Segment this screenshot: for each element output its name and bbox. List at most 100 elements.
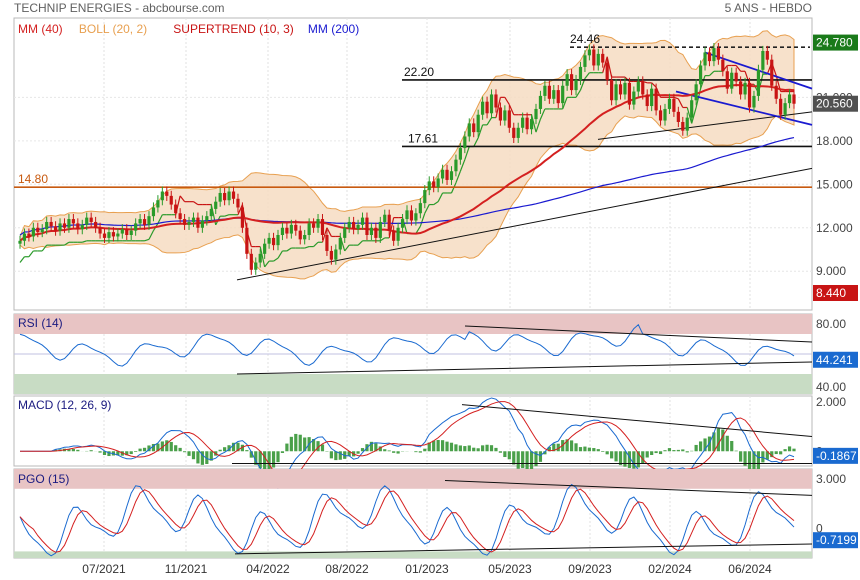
candle-body [561,85,565,104]
macd-histogram-bar [129,451,133,455]
rsi-overbought-zone [14,314,812,334]
macd-histogram-bar [276,451,280,463]
macd-histogram-bar [578,447,583,452]
candle-body [334,249,338,260]
candle-body [552,90,556,99]
candle-body [779,98,783,115]
macd-tick-label: 2.000 [816,395,846,409]
candle-body [27,233,31,237]
candle-body [423,190,427,204]
macd-histogram-bar [489,445,494,452]
candle-body [18,240,22,244]
supertrend-segment [602,56,608,73]
macd-histogram-bar [116,451,120,456]
candle-body [174,204,178,214]
candle-body [436,178,440,188]
candle-body [89,217,93,222]
macd-histogram-bar [676,449,680,452]
candle-body [169,195,173,205]
supertrend-segment [700,75,706,89]
macd-histogram-bar [743,451,747,466]
candle-body [783,103,787,115]
macd-histogram-bar [134,451,138,452]
candle-body [521,117,525,128]
macd-histogram-bar [418,451,422,453]
candle-body [187,221,191,225]
candle-body [494,94,498,108]
macd-histogram-bar [374,443,378,452]
candle-body [134,223,138,231]
macd-histogram-bar [396,451,400,454]
pgo-value-badge [813,532,858,549]
supertrend-segment [273,257,279,262]
supertrend-segment [584,72,590,79]
macd-histogram-bar [205,451,209,464]
candle-body [645,94,649,107]
macd-value-badge [813,447,858,464]
x-tick-label: 07/2021 [82,562,126,576]
supertrend-segment [264,260,270,268]
macd-histogram-bar [294,433,298,452]
macd-histogram-bar [552,443,556,452]
supertrend-segment [575,89,581,98]
candle-body [254,262,258,270]
macd-histogram-bar [378,446,382,452]
macd-histogram-bar [618,451,623,466]
macd-histogram-bar [67,449,71,452]
candle-body [654,88,658,111]
macd-histogram-bar [685,451,689,453]
macd-histogram-bar [534,451,538,467]
candle-body [200,220,204,228]
x-tick-label: 06/2024 [728,562,772,576]
macd-histogram-bar [227,445,231,452]
candle-body [67,219,71,228]
candle-body [596,53,600,66]
supertrend-segment [157,214,163,224]
candle-body [98,227,102,234]
macd-histogram-bar [481,445,485,452]
candle-body [280,227,285,235]
supertrend-segment [41,244,48,252]
candle-body [440,169,445,179]
x-tick-label: 02/2024 [648,562,692,576]
supertrend-segment [735,65,742,72]
macd-histogram-bar [280,451,285,453]
macd-histogram-bar [632,451,636,469]
macd-histogram-bar [521,451,525,469]
macd-histogram-bar [440,440,445,452]
macd-histogram-bar [360,448,365,452]
macd-histogram-bar [770,451,774,458]
level-label: 24.46 [570,32,600,46]
candle-body [734,72,738,82]
macd-histogram-bar [125,451,129,456]
supertrend-segment [424,204,430,214]
candle-body [774,85,778,99]
supertrend-segment [28,250,34,258]
candle-body [356,224,360,230]
candle-body [285,227,289,234]
macd-histogram-bar [449,442,454,452]
macd-histogram-bar [343,451,347,459]
candle-body [151,207,156,217]
x-tick-label: 08/2022 [325,562,369,576]
candle-body [667,98,672,109]
candle-body [690,100,694,118]
candle-body [165,191,169,196]
macd-histogram-bar [191,451,196,460]
macd-histogram-bar [303,437,307,452]
supertrend-segment [259,246,266,268]
panel-frame-macd [13,395,813,467]
supertrend-segment [19,256,25,263]
candle-body [587,49,591,56]
candle-body [712,48,716,62]
macd-histogram-bar [320,444,325,452]
macd-histogram-bar [76,449,80,452]
candle-body [565,74,569,86]
header-title: TECHNIP ENERGIES - abcbourse.com [14,1,225,15]
supertrend-segment [606,56,613,78]
macd-histogram-bar [601,451,605,452]
y-tick-label: 12.000 [816,221,853,235]
candle-body [182,219,187,225]
candle-body [107,232,111,238]
y-tick-label: 9.000 [816,264,846,278]
